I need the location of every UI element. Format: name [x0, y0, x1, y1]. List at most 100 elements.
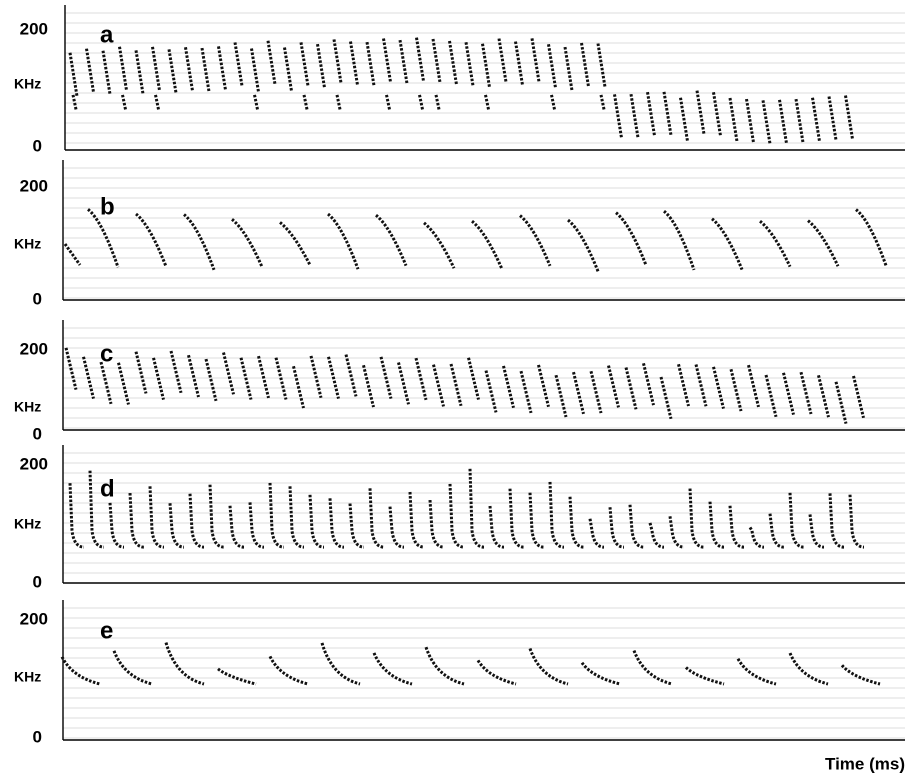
call-trace — [659, 376, 673, 420]
call-trace — [761, 100, 772, 145]
call-trace — [550, 94, 556, 110]
call-trace — [528, 648, 569, 686]
call-trace — [418, 94, 424, 110]
call-trace — [844, 95, 854, 140]
call-trace — [589, 370, 603, 414]
call-trace — [788, 652, 829, 686]
y-tick-label: 0 — [33, 136, 42, 155]
call-trace — [568, 496, 585, 549]
call-trace — [794, 98, 805, 143]
call-trace — [448, 483, 465, 549]
call-trace — [712, 91, 722, 136]
call-trace — [154, 94, 160, 110]
panel-label: b — [100, 193, 115, 220]
call-trace — [834, 381, 848, 424]
call-trace — [87, 208, 120, 268]
call-trace — [128, 493, 145, 549]
call-trace — [608, 507, 625, 549]
call-trace — [554, 374, 568, 418]
y-tick-label: 0 — [33, 424, 42, 443]
panel-label: a — [100, 21, 114, 48]
call-trace — [607, 365, 620, 408]
call-trace — [434, 94, 441, 110]
call-trace — [449, 363, 463, 407]
panel-label: d — [100, 475, 115, 502]
call-trace — [183, 213, 216, 271]
call-trace — [101, 50, 112, 95]
y-tick-label: 200 — [20, 339, 48, 358]
call-trace — [151, 46, 161, 91]
call-trace — [747, 364, 760, 408]
y-tick-label: 0 — [33, 289, 42, 308]
call-trace — [283, 47, 293, 92]
call-trace — [852, 375, 865, 419]
call-trace — [488, 505, 505, 549]
call-trace — [736, 658, 777, 686]
call-trace — [316, 43, 326, 88]
call-trace — [448, 40, 458, 85]
call-trace — [563, 46, 574, 91]
call-trace — [848, 494, 865, 549]
call-trace — [88, 470, 105, 549]
call-trace — [118, 46, 128, 91]
call-trace — [613, 94, 623, 139]
call-trace — [398, 39, 409, 84]
call-trace — [764, 374, 778, 418]
call-trace — [169, 350, 183, 394]
call-trace — [204, 358, 218, 402]
call-trace — [745, 98, 755, 143]
call-trace — [431, 38, 442, 83]
call-trace — [497, 38, 508, 83]
call-trace — [299, 42, 310, 87]
call-trace — [729, 368, 743, 412]
call-trace — [811, 97, 821, 142]
call-trace — [694, 364, 708, 407]
call-trace — [695, 90, 706, 135]
call-trace — [217, 667, 257, 686]
call-trace — [708, 501, 725, 549]
call-trace — [274, 357, 288, 400]
call-trace — [484, 370, 498, 413]
call-trace — [302, 94, 309, 110]
call-trace — [799, 371, 813, 415]
y-tick-label: 200 — [20, 19, 48, 38]
call-trace — [840, 664, 881, 686]
call-trace — [362, 364, 375, 408]
call-trace — [167, 49, 178, 94]
call-trace — [233, 42, 244, 87]
call-trace — [423, 221, 456, 269]
call-trace — [808, 514, 825, 549]
call-trace — [327, 212, 360, 270]
y-tick-label: 0 — [33, 727, 42, 746]
y-unit-label: KHz — [14, 399, 41, 415]
call-trace — [712, 366, 725, 410]
call-trace — [547, 44, 557, 88]
call-trace — [135, 212, 168, 268]
call-trace — [788, 492, 805, 549]
call-trace — [414, 357, 428, 401]
call-trace — [117, 362, 130, 405]
y-unit-label: KHz — [14, 76, 41, 92]
call-trace — [148, 486, 165, 549]
call-trace — [711, 217, 744, 271]
call-trace — [332, 39, 343, 84]
call-trace — [385, 94, 391, 110]
call-trace — [60, 656, 101, 686]
call-trace — [471, 220, 504, 270]
call-trace — [646, 91, 656, 136]
call-trace — [64, 347, 78, 390]
call-trace — [624, 367, 638, 410]
call-trace — [827, 96, 838, 141]
call-trace — [344, 354, 358, 397]
call-trace — [71, 94, 78, 110]
panel-label: c — [100, 340, 113, 367]
call-trace — [188, 493, 205, 549]
call-trace — [379, 356, 393, 399]
call-trace — [268, 655, 309, 686]
call-trace — [519, 370, 533, 414]
call-trace — [679, 97, 689, 142]
call-trace — [217, 46, 227, 91]
call-trace — [782, 372, 795, 415]
call-trace — [335, 94, 342, 110]
call-trace — [164, 642, 205, 686]
